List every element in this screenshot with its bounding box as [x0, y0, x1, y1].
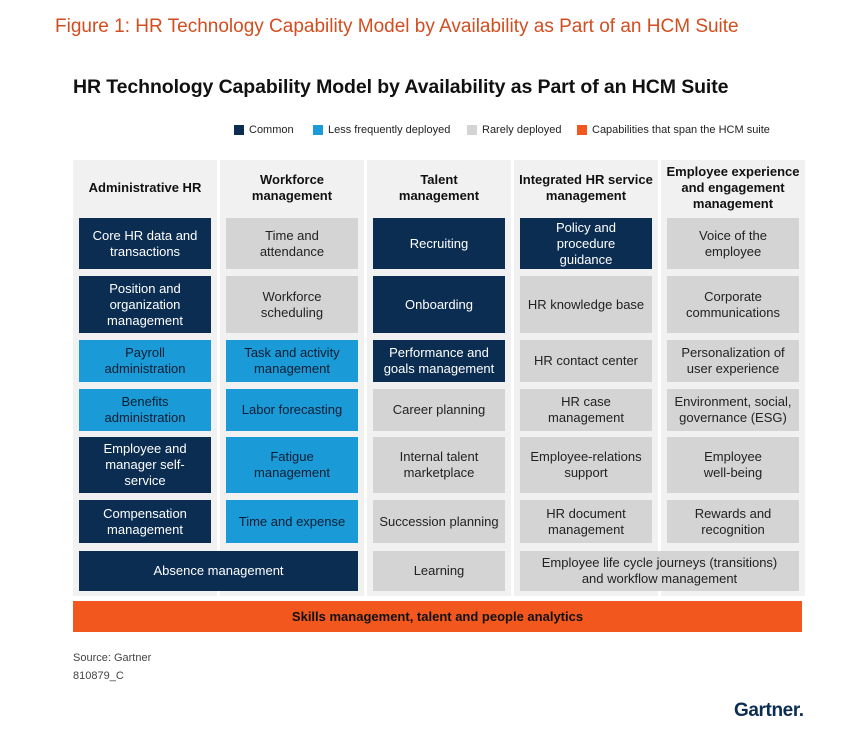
- capability-compensation-management: Compensation management: [79, 500, 211, 543]
- capability-esg: Environment, social, governance (ESG): [667, 389, 799, 431]
- capability-policy-procedure-guidance: Policy and procedure guidance: [520, 218, 652, 269]
- legend-item-rarely: Rarely deployed: [467, 123, 562, 137]
- column-header-integrated-hr-service: Integrated HR service management: [519, 172, 653, 203]
- span-bar-skills-analytics: Skills management, talent and people ana…: [73, 601, 802, 632]
- capability-core-hr-data: Core HR data and transactions: [79, 218, 211, 269]
- capability-labor-forecasting: Labor forecasting: [226, 389, 358, 431]
- capability-position-organization: Position and organization management: [79, 276, 211, 333]
- legend-label-rarely: Rarely deployed: [482, 124, 562, 136]
- legend-label-span: Capabilities that span the HCM suite: [592, 124, 770, 136]
- reference-id: 810879_C: [73, 670, 124, 682]
- capability-task-activity-management: Task and activity management: [226, 340, 358, 382]
- capability-employee-relations-support: Employee-relations support: [520, 437, 652, 493]
- capability-career-planning: Career planning: [373, 389, 505, 431]
- capability-payroll-administration: Payroll administration: [79, 340, 211, 382]
- capability-rewards-recognition: Rewards and recognition: [667, 500, 799, 543]
- capability-time-attendance: Time and attendance: [226, 218, 358, 269]
- capability-absence-management: Absence management: [79, 551, 358, 591]
- capability-learning: Learning: [373, 551, 505, 591]
- capability-benefits-administration: Benefits administration: [79, 389, 211, 431]
- legend-item-span: Capabilities that span the HCM suite: [577, 123, 770, 137]
- column-header-employee-experience: Employee experience and engagement manag…: [666, 164, 800, 211]
- source-note: Source: Gartner: [73, 652, 152, 664]
- capability-corporate-communications: Corporate communications: [667, 276, 799, 333]
- capability-hr-contact-center: HR contact center: [520, 340, 652, 382]
- legend-item-less-frequently: Less frequently deployed: [313, 123, 450, 137]
- legend-swatch-rarely: [467, 125, 477, 135]
- capability-succession-planning: Succession planning: [373, 500, 505, 543]
- capability-internal-talent-marketplace: Internal talent marketplace: [373, 437, 505, 493]
- capability-employee-well-being: Employee well-being: [667, 437, 799, 493]
- capability-hr-knowledge-base: HR knowledge base: [520, 276, 652, 333]
- legend-label-common: Common: [249, 124, 294, 136]
- capability-employee-manager-self-service: Employee and manager self-service: [79, 437, 211, 493]
- column-header-administrative-hr: Administrative HR: [88, 180, 202, 195]
- capability-hr-case-management: HR case management: [520, 389, 652, 431]
- legend-item-common: Common: [234, 123, 294, 137]
- column-header-workforce-management: Workforce management: [251, 172, 333, 203]
- capability-fatigue-management: Fatigue management: [226, 437, 358, 493]
- capability-personalization-user-experience: Personalization of user experience: [667, 340, 799, 382]
- gartner-logo: Gartner.: [734, 700, 804, 721]
- legend-swatch-less-frequently: [313, 125, 323, 135]
- capability-hr-document-management: HR document management: [520, 500, 652, 543]
- legend-swatch-span: [577, 125, 587, 135]
- figure-caption: Figure 1: HR Technology Capability Model…: [55, 16, 739, 37]
- capability-recruiting: Recruiting: [373, 218, 505, 269]
- capability-performance-goals: Performance and goals management: [373, 340, 505, 382]
- legend-swatch-common: [234, 125, 244, 135]
- chart-title: HR Technology Capability Model by Availa…: [73, 76, 729, 98]
- capability-onboarding: Onboarding: [373, 276, 505, 333]
- capability-employee-life-cycle-journeys: Employee life cycle journeys (transition…: [520, 551, 799, 591]
- legend-label-less-frequently: Less frequently deployed: [328, 124, 451, 136]
- capability-voice-of-employee: Voice of the employee: [667, 218, 799, 269]
- capability-workforce-scheduling: Workforce scheduling: [226, 276, 358, 333]
- column-header-talent-management: Talent management: [398, 172, 480, 203]
- capability-time-expense: Time and expense: [226, 500, 358, 543]
